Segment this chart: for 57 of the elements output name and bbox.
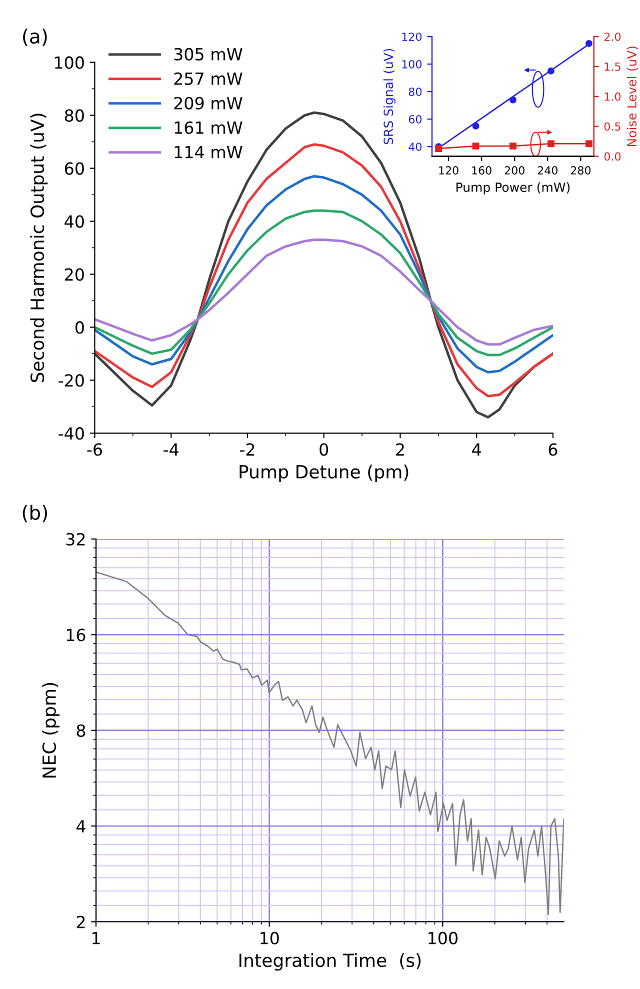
y-tick-label: 0: [75, 321, 84, 334]
y-tick-label: 100: [402, 60, 422, 68]
y-tick-label: 8: [76, 724, 86, 737]
y2-tick-label: 0.0: [604, 152, 621, 161]
y-axis-title: SRS Signal (uV): [383, 48, 396, 144]
x-tick-label: 280: [570, 166, 591, 175]
x-tick-label: -4: [164, 443, 178, 456]
y-tick-label: 40: [64, 215, 84, 228]
y-tick-label: 4: [76, 820, 86, 832]
y-tick-label: 2: [76, 916, 85, 928]
y-tick-label: 60: [408, 115, 422, 124]
x-tick-label: 6: [548, 443, 558, 456]
legend-label: 257 mW: [174, 72, 242, 85]
x-axis-title: Integration Time (s): [240, 953, 421, 971]
y-tick-label: 80: [64, 109, 84, 122]
chart-title: (a): [23, 28, 47, 46]
line-series: [94, 238, 553, 346]
y2-tick-label: 1.5: [604, 62, 620, 71]
y-tick-label: 20: [65, 268, 84, 281]
x-tick-label: 10: [260, 932, 279, 944]
x-axis-title: Pump Detune (pm): [240, 464, 408, 482]
x-tick-label: -6: [87, 443, 102, 456]
y-axis-title: Second Harmonic Output (uV): [30, 114, 48, 382]
x-tick-label: 1: [92, 932, 100, 944]
chart-title: (b): [22, 504, 47, 522]
y-tick-label: 120: [402, 32, 422, 41]
y-tick-label: 80: [408, 88, 422, 96]
legend-label: 161 mW: [174, 121, 242, 134]
y2-tick-label: 0.5: [604, 122, 620, 131]
legend-label: 305 mW: [174, 48, 242, 61]
x-tick-label: 100: [428, 932, 458, 944]
x-axis-title: Pump Power (mW): [456, 182, 570, 194]
line-series: [94, 209, 553, 356]
y2-tick-label: 1.0: [604, 92, 621, 101]
y2-axis-title: Noise Level (uV): [626, 46, 638, 146]
legend-label: 209 mW: [174, 96, 242, 110]
point: [509, 96, 516, 104]
y2-tick-label: 2.0: [604, 32, 621, 41]
y-tick-label: 16: [66, 628, 86, 642]
y-tick-label: -40: [58, 427, 84, 440]
point: [585, 40, 592, 47]
y-tick-label: 32: [66, 532, 85, 546]
x-tick-label: 240: [538, 166, 558, 175]
x-tick-label: 120: [439, 166, 458, 175]
point: [472, 122, 480, 130]
y-tick-label: -20: [58, 374, 84, 387]
x-tick-label: 0: [320, 443, 328, 456]
point: [547, 68, 554, 74]
x-tick-label: 200: [504, 166, 524, 175]
y-tick-label: 40: [408, 142, 422, 152]
x-tick-label: 4: [472, 443, 481, 456]
x-tick-label: 160: [472, 166, 492, 175]
y-axis-title: NEC (ppm): [42, 683, 60, 778]
y-tick-label: 100: [55, 56, 84, 69]
y-tick-label: 60: [64, 162, 84, 175]
legend-label: 114 mW: [174, 146, 242, 158]
x-tick-label: -2: [240, 443, 254, 456]
